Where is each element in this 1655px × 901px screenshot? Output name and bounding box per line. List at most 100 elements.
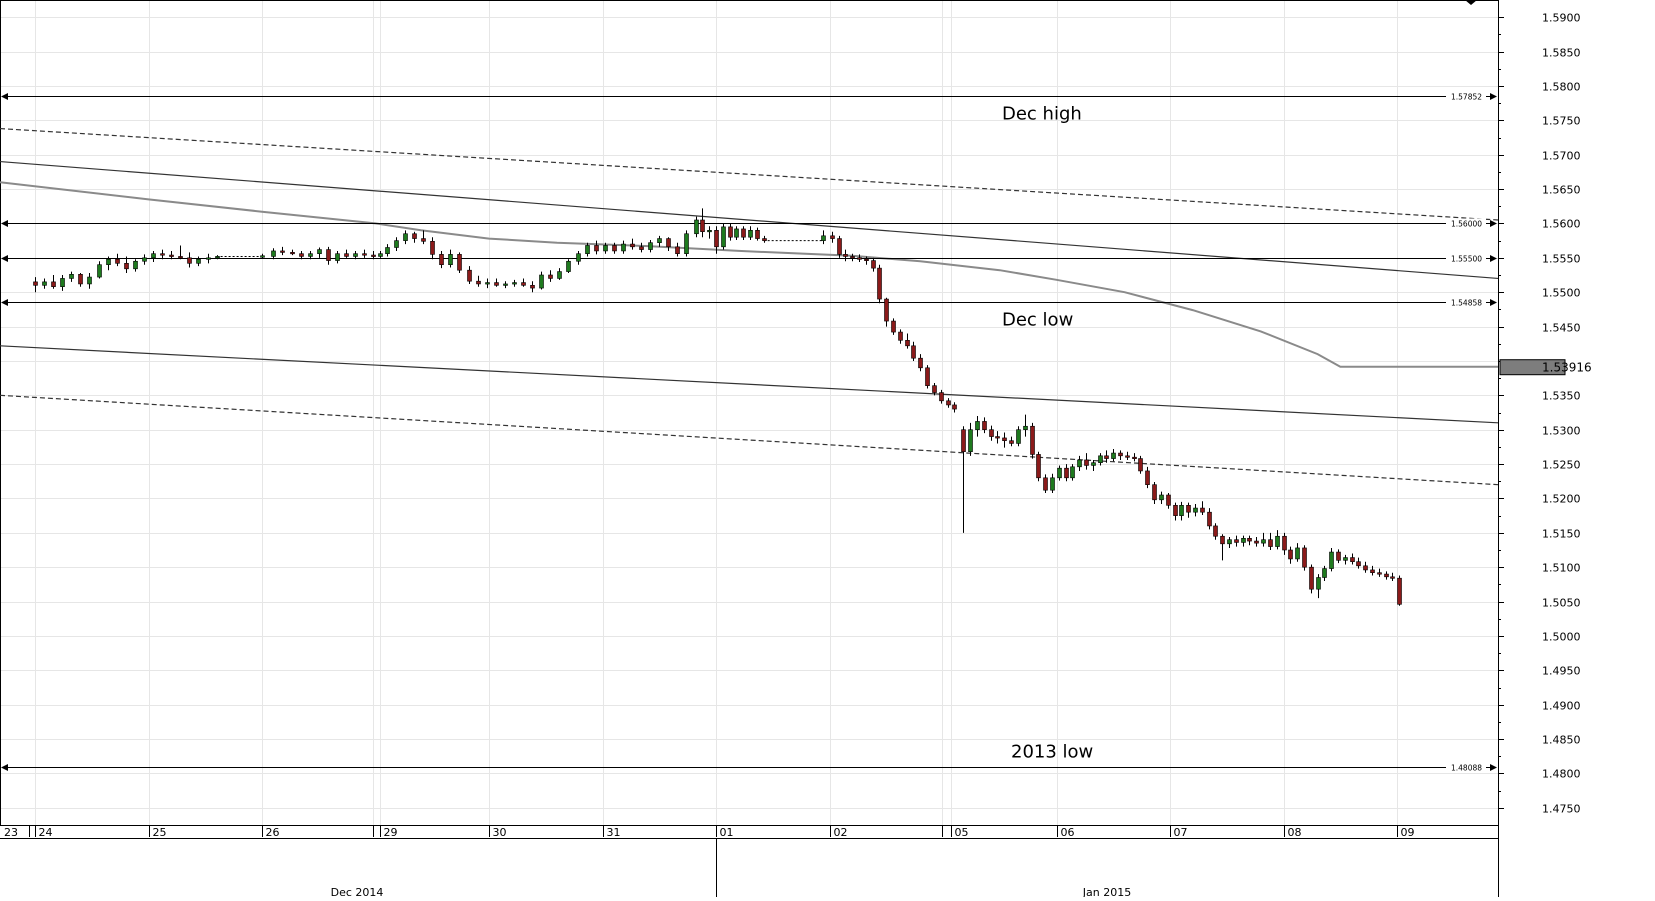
candle-body [932, 385, 937, 393]
candle-body [576, 253, 581, 262]
candle-body [1227, 539, 1232, 545]
candle-body [353, 253, 358, 257]
price-tick-label: 1.5200 [1542, 493, 1581, 506]
candle-body [1064, 467, 1069, 479]
candle-body [133, 260, 138, 270]
price-tick-label: 1.5550 [1542, 253, 1581, 266]
candle-body [394, 240, 399, 248]
time-tick-label: 09 [1401, 826, 1415, 839]
candle-body [1077, 459, 1082, 468]
trend-line [0, 345, 1499, 424]
price-tick-label: 1.4950 [1542, 665, 1581, 678]
candle-body [666, 238, 671, 248]
candle-body [657, 238, 662, 243]
candle-body [1309, 566, 1314, 590]
candle-body [106, 258, 111, 265]
candle-body [1179, 505, 1184, 516]
candle-body [1322, 568, 1327, 578]
candle-body [42, 281, 47, 286]
time-tick-label: 06 [1061, 826, 1075, 839]
price-tick-label: 1.5100 [1542, 562, 1581, 575]
candle-body [206, 257, 211, 260]
candle-body [1145, 470, 1150, 485]
candle-body [877, 267, 882, 300]
price-tick-label: 1.5800 [1542, 81, 1581, 94]
level-arrow-right [1490, 255, 1497, 262]
candle-body [639, 246, 644, 250]
candle-body [494, 282, 499, 286]
candle-body [530, 285, 535, 289]
candle-body [1397, 577, 1402, 605]
candle-body [961, 429, 966, 452]
month-label: Jan 2015 [1082, 886, 1131, 897]
candle-body [1295, 547, 1300, 560]
candle-body [1084, 459, 1089, 466]
trend-line [0, 127, 1499, 221]
candle-body [142, 257, 147, 262]
price-tick-label: 1.5050 [1542, 597, 1581, 610]
candle-body [548, 274, 553, 279]
candle-body [1200, 507, 1205, 513]
price-tick-label: 1.5500 [1542, 287, 1581, 300]
time-tick-label: 05 [955, 826, 969, 839]
candle-body [1132, 456, 1137, 459]
time-axis: 23 24 25 26 29 30 31 01 02 05 06 07 08 09 Dec 2014 Jan … [0, 825, 1498, 899]
candle-body [1125, 455, 1130, 458]
candle-body [87, 276, 92, 285]
candle-body [1329, 551, 1334, 569]
level-tag: 1.48088 [1451, 764, 1482, 773]
candle-body [1186, 505, 1191, 513]
candle-body [476, 280, 481, 285]
candle-body [1370, 569, 1375, 573]
candle-body [160, 253, 165, 256]
candle-body [51, 281, 56, 287]
candle-body [762, 238, 767, 241]
candle-body [621, 243, 626, 252]
candle-body [169, 254, 174, 257]
candle-body [925, 367, 930, 386]
price-tick-label: 1.5650 [1542, 184, 1581, 197]
level-tag-bg [1446, 253, 1486, 264]
candle-body [335, 253, 340, 261]
candle-body [539, 274, 544, 289]
price-tick-label: 1.5350 [1542, 390, 1581, 403]
candle-body [60, 278, 65, 287]
candle-body [911, 345, 916, 359]
price-tick-label: 1.4800 [1542, 768, 1581, 781]
candle-body [151, 253, 156, 259]
candle-body [1234, 539, 1239, 543]
candle-body [630, 243, 635, 248]
candle-body [982, 421, 987, 430]
candle-body [1207, 511, 1212, 527]
candle-body [1193, 507, 1198, 513]
candle-body [748, 230, 753, 238]
candle-body [1288, 549, 1293, 560]
level-arrow-left [1, 255, 8, 262]
candle-body [371, 254, 376, 257]
candle-body [675, 246, 680, 254]
level-arrow-right [1490, 764, 1497, 771]
candle-body [1275, 535, 1280, 547]
candle-body [280, 250, 285, 253]
candle-body [503, 283, 508, 286]
candle-body [1390, 576, 1395, 579]
price-tick-label: 1.5750 [1542, 115, 1581, 128]
candle-body [707, 230, 712, 233]
candle-body [430, 241, 435, 255]
candle-body [308, 253, 313, 257]
candle-body [975, 421, 980, 430]
candle-body [421, 238, 426, 242]
candle-body [594, 245, 599, 252]
level-tag: 1.55500 [1451, 255, 1482, 264]
level-tag-bg [1446, 297, 1486, 308]
candle-body [1138, 458, 1143, 472]
level-tag: 1.57852 [1451, 93, 1482, 102]
candle-body [918, 357, 923, 369]
candle-body [741, 228, 746, 238]
level-tag-bg [1446, 762, 1486, 773]
level-arrow-right [1490, 220, 1497, 227]
candle-body [1118, 452, 1123, 457]
candle-body [115, 258, 120, 264]
candle-body [344, 253, 349, 257]
time-tick-label: 24 [39, 826, 53, 839]
